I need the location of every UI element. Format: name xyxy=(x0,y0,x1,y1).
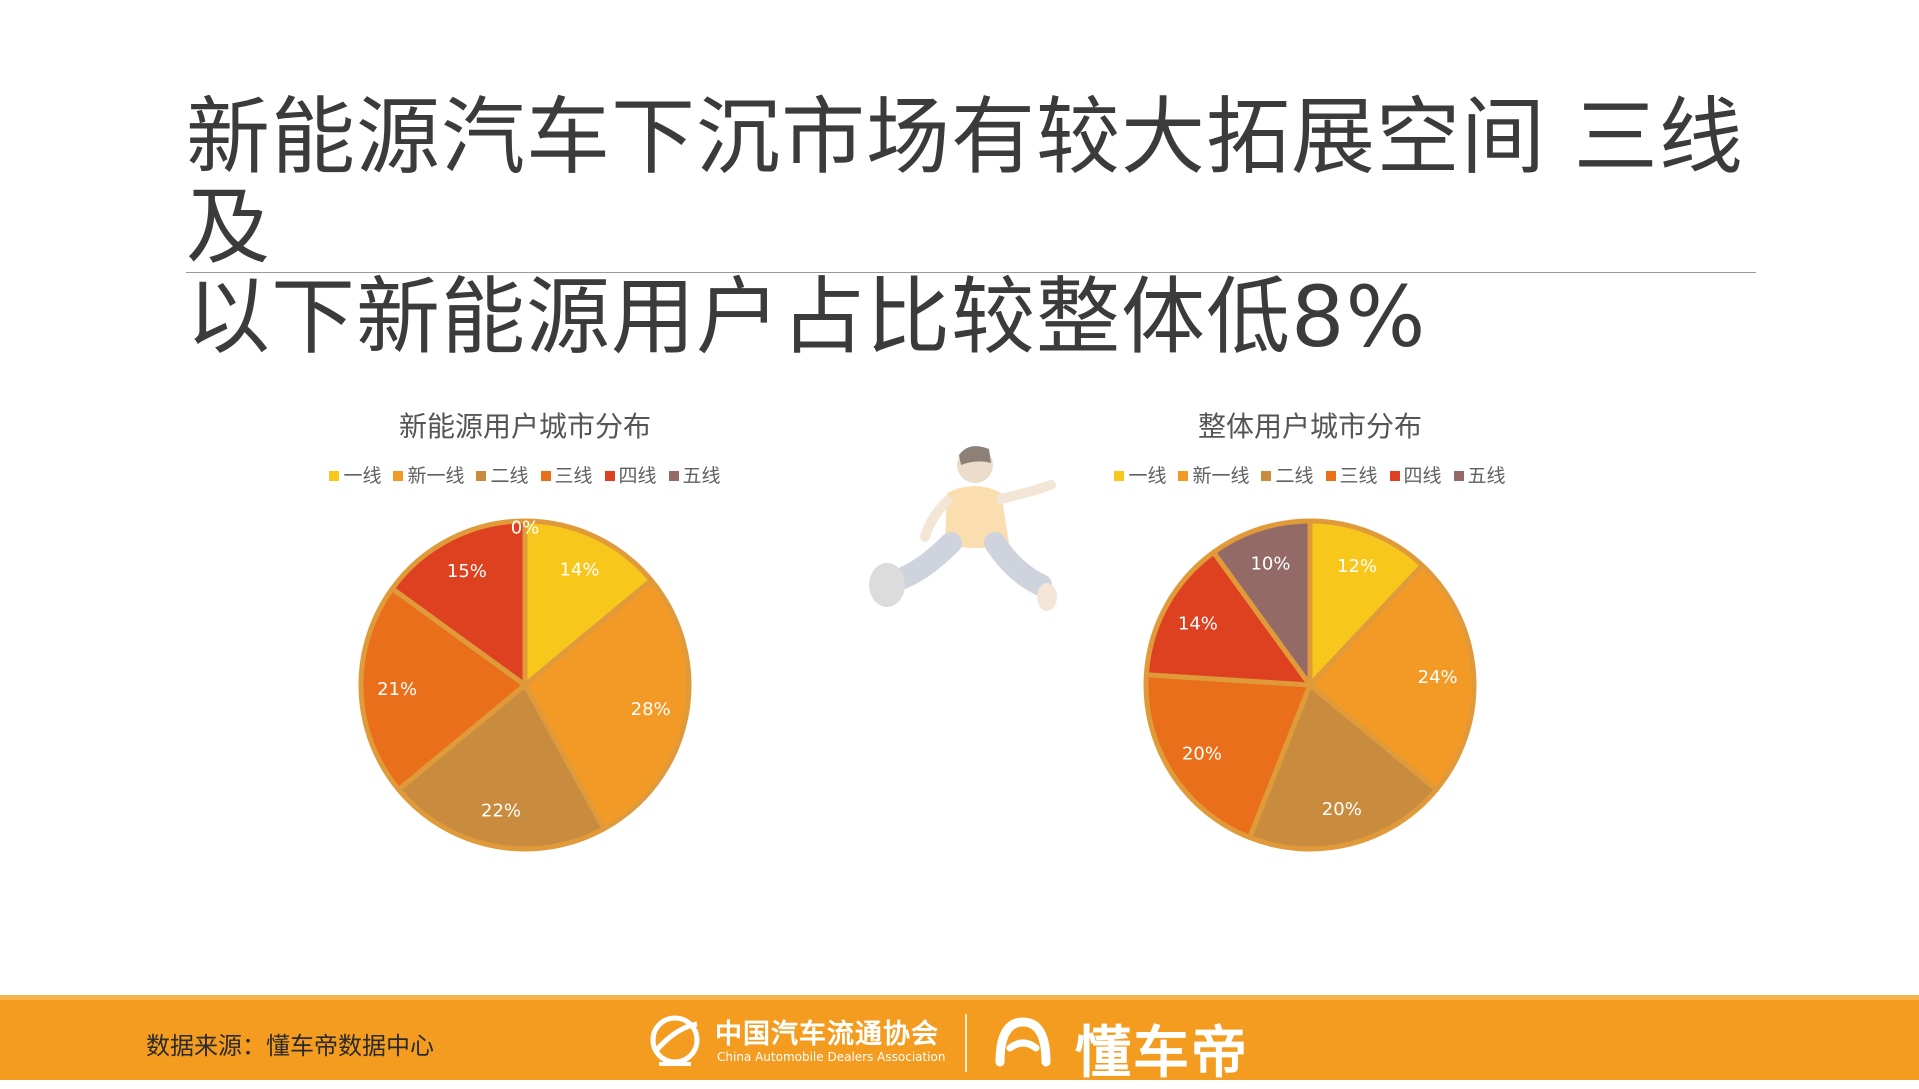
pie-slice xyxy=(522,518,654,688)
pie-chart-new-energy-users: 新能源用户城市分布 一线 新一线 二线 三线 四线 五线 14% 28% 22% 21% 15% 0… xyxy=(245,395,805,865)
legend-swatch xyxy=(329,471,340,481)
legend-swatch xyxy=(1389,471,1400,481)
legend-item: 一线 xyxy=(1114,461,1166,488)
pie-plot: 12% 24% 20% 20% 14% 10% xyxy=(1143,518,1477,852)
legend-swatch xyxy=(540,471,551,481)
page-title-line-2: 以下新能源用户占比较整体低8% xyxy=(186,268,1427,366)
pie-slice xyxy=(358,586,528,793)
pie-slice xyxy=(396,682,607,852)
legend-label: 一线 xyxy=(1128,465,1167,487)
footer-bar: 数据来源：懂车帝数据中心 中国汽车流通协会 China Automobile D… xyxy=(0,995,1919,1086)
legend-label: 三线 xyxy=(554,465,593,487)
legend-item: 五线 xyxy=(668,461,721,488)
footer-divider xyxy=(965,1014,967,1072)
legend-swatch xyxy=(1453,471,1464,481)
legend-item: 新一线 xyxy=(1178,461,1249,488)
chart-legend: 一线 新一线 二线 三线 四线 五线 xyxy=(245,461,805,488)
slice-data-label: 0% xyxy=(511,518,540,539)
data-source-note: 数据来源：懂车帝数据中心 xyxy=(146,1032,434,1060)
legend-label: 二线 xyxy=(490,465,529,487)
legend-label: 新一线 xyxy=(1192,465,1250,487)
association-name-cn: 中国汽车流通协会 xyxy=(715,1019,939,1050)
legend-label: 三线 xyxy=(1339,465,1378,487)
dongchedi-logo-icon xyxy=(995,1017,1051,1067)
slice-data-label: 20% xyxy=(1182,744,1222,765)
legend-item: 新一线 xyxy=(393,461,464,488)
slice-data-label: 14% xyxy=(559,559,599,580)
slice-data-label: 12% xyxy=(1337,556,1377,577)
legend-item: 三线 xyxy=(1325,461,1378,488)
slice-data-label: 24% xyxy=(1418,667,1458,688)
pie-slice xyxy=(1307,518,1425,688)
legend-label: 四线 xyxy=(1403,465,1442,487)
legend-swatch xyxy=(476,471,487,481)
slice-data-label: 21% xyxy=(377,679,417,700)
legend-swatch xyxy=(1178,471,1189,481)
pie-slice xyxy=(1211,518,1313,688)
pie-slice xyxy=(1143,549,1313,688)
cada-logo-icon xyxy=(650,1015,700,1066)
legend-item: 一线 xyxy=(329,461,381,488)
slice-data-label: 22% xyxy=(481,801,521,822)
running-person-mascot xyxy=(869,446,1057,611)
slice-data-label: 10% xyxy=(1250,553,1290,574)
legend-swatch xyxy=(1114,471,1125,481)
legend-label: 四线 xyxy=(618,465,657,487)
pie-chart-overall-users: 整体用户城市分布 一线 新一线 二线 三线 四线 五线 12% 24% 20% 20% 14% 10… xyxy=(1030,395,1590,865)
title-divider xyxy=(186,272,1756,273)
pie-plot: 14% 28% 22% 21% 15% 0% xyxy=(358,518,692,852)
pie-slice xyxy=(389,518,528,688)
legend-label: 五线 xyxy=(1467,465,1506,487)
chart-title: 整体用户城市分布 xyxy=(1197,410,1422,443)
association-name-en: China Automobile Dealers Association xyxy=(717,1050,946,1064)
page-title: 新能源汽车下沉市场有较大拓展空间 三线及 以下新能源用户占比较整体低8% xyxy=(186,92,1746,362)
legend-label: 二线 xyxy=(1275,465,1314,487)
legend-item: 五线 xyxy=(1453,461,1506,488)
legend-swatch xyxy=(668,471,679,481)
brand-name: 懂车帝 xyxy=(1075,1021,1249,1086)
chart-legend: 一线 新一线 二线 三线 四线 五线 xyxy=(1030,461,1590,488)
legend-item: 四线 xyxy=(1389,461,1442,488)
legend-label: 新一线 xyxy=(407,465,465,487)
legend-swatch xyxy=(393,471,404,481)
slice-data-label: 20% xyxy=(1322,799,1362,820)
legend-swatch xyxy=(1325,471,1336,481)
legend-item: 二线 xyxy=(1261,461,1314,488)
legend-swatch xyxy=(604,471,615,481)
legend-label: 一线 xyxy=(343,465,382,487)
legend-label: 五线 xyxy=(682,465,721,487)
slice-data-label: 14% xyxy=(1178,613,1218,634)
legend-item: 三线 xyxy=(540,461,593,488)
legend-item: 二线 xyxy=(476,461,529,488)
pie-slice xyxy=(1143,672,1313,840)
slice-data-label: 28% xyxy=(631,699,671,720)
page-title-line-1: 新能源汽车下沉市场有较大拓展空间 三线及 xyxy=(186,88,1744,276)
pie-slice xyxy=(1307,562,1477,793)
pie-slice xyxy=(522,577,692,832)
legend-swatch xyxy=(1261,471,1272,481)
slice-data-label: 15% xyxy=(447,561,487,582)
chart-title: 新能源用户城市分布 xyxy=(398,410,651,443)
legend-item: 四线 xyxy=(604,461,657,488)
